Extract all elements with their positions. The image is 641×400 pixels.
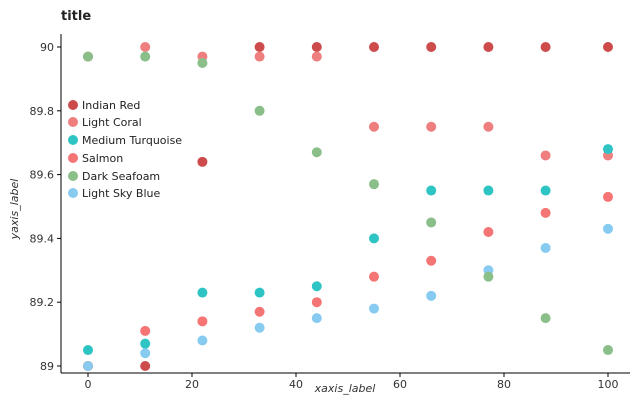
- legend-label-medium-turquoise: Medium Turquoise: [82, 134, 182, 147]
- point-medium-turquoise: [426, 185, 437, 196]
- point-dark-seafoam: [197, 57, 208, 68]
- point-light-sky-blue: [603, 223, 613, 234]
- y-tick-label: 89.2: [30, 296, 55, 309]
- legend-marker-light-coral: [68, 117, 78, 127]
- point-dark-seafoam: [369, 179, 379, 190]
- point-light-coral: [369, 121, 379, 132]
- point-light-coral: [483, 121, 494, 132]
- point-light-sky-blue: [197, 335, 208, 346]
- point-indian-red: [197, 156, 208, 167]
- point-medium-turquoise: [197, 287, 208, 298]
- point-medium-turquoise: [254, 287, 265, 298]
- point-salmon: [197, 316, 208, 327]
- point-light-sky-blue: [140, 348, 151, 359]
- x-axis-title: xaxis_label: [314, 382, 376, 395]
- point-salmon: [483, 227, 494, 238]
- point-salmon: [140, 325, 151, 336]
- legend-label-indian-red: Indian Red: [82, 99, 140, 112]
- point-light-sky-blue: [254, 322, 265, 333]
- x-tick-label: 20: [185, 378, 199, 391]
- legend-marker-indian-red: [68, 100, 78, 110]
- legend-marker-dark-seafoam: [68, 171, 78, 181]
- point-indian-red: [140, 361, 151, 371]
- point-medium-turquoise: [369, 233, 379, 244]
- point-indian-red: [311, 42, 322, 52]
- x-tick-label: 0: [85, 378, 92, 391]
- point-salmon: [603, 191, 613, 202]
- point-dark-seafoam: [311, 147, 322, 158]
- point-light-sky-blue: [311, 313, 322, 324]
- legend-label-dark-seafoam: Dark Seafoam: [82, 170, 160, 183]
- point-dark-seafoam: [483, 271, 494, 282]
- legend-marker-salmon: [68, 153, 78, 163]
- point-medium-turquoise: [540, 185, 551, 196]
- point-medium-turquoise: [483, 185, 494, 196]
- point-light-sky-blue: [540, 242, 551, 253]
- point-dark-seafoam: [540, 313, 551, 324]
- point-dark-seafoam: [83, 51, 93, 62]
- point-light-coral: [426, 121, 437, 132]
- point-indian-red: [603, 42, 613, 52]
- point-indian-red: [426, 42, 437, 52]
- legend-label-light-sky-blue: Light Sky Blue: [82, 187, 160, 200]
- point-dark-seafoam: [426, 217, 437, 228]
- point-salmon: [540, 207, 551, 218]
- point-dark-seafoam: [140, 51, 151, 62]
- point-indian-red: [254, 42, 265, 52]
- y-axis-title: yaxis_label: [8, 179, 21, 241]
- y-tick-label: 89.6: [30, 169, 55, 182]
- x-tick-label: 100: [598, 378, 619, 391]
- point-light-sky-blue: [83, 361, 93, 371]
- point-salmon: [369, 271, 379, 282]
- legend-label-light-coral: Light Coral: [82, 116, 142, 129]
- point-medium-turquoise: [603, 144, 613, 155]
- point-light-coral: [311, 51, 322, 62]
- x-tick-label: 80: [497, 378, 511, 391]
- point-indian-red: [483, 42, 494, 52]
- y-tick-label: 90: [40, 41, 54, 54]
- point-salmon: [254, 306, 265, 317]
- y-tick-label: 89.8: [30, 105, 55, 118]
- point-medium-turquoise: [140, 338, 151, 349]
- point-light-coral: [254, 51, 265, 62]
- point-medium-turquoise: [83, 345, 93, 356]
- legend-label-salmon: Salmon: [82, 152, 123, 165]
- chart-title: title: [61, 9, 91, 24]
- point-light-sky-blue: [426, 290, 437, 301]
- point-indian-red: [540, 42, 551, 52]
- point-medium-turquoise: [311, 281, 322, 292]
- legend-marker-medium-turquoise: [68, 135, 78, 145]
- legend-marker-light-sky-blue: [68, 188, 78, 198]
- y-tick-label: 89.4: [30, 232, 55, 245]
- point-dark-seafoam: [603, 345, 613, 356]
- x-tick-label: 40: [289, 378, 303, 391]
- point-light-sky-blue: [369, 303, 379, 314]
- point-dark-seafoam: [254, 105, 265, 116]
- x-tick-label: 60: [393, 378, 407, 391]
- point-light-coral: [540, 150, 551, 161]
- point-salmon: [311, 297, 322, 308]
- y-tick-label: 89: [40, 360, 54, 373]
- point-salmon: [426, 255, 437, 266]
- point-light-coral: [140, 42, 151, 52]
- point-indian-red: [369, 42, 379, 52]
